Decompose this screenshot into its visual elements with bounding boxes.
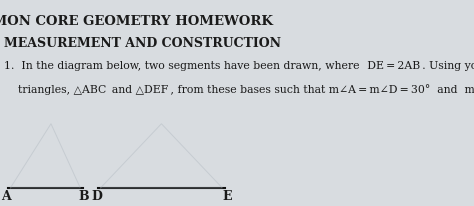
Text: triangles, △ABC  and △DEF , from these bases such that m∠A = m∠D = 30°  and  m∠B: triangles, △ABC and △DEF , from these ba… xyxy=(4,84,474,95)
Text: E: E xyxy=(222,190,231,203)
Text: B: B xyxy=(78,190,89,203)
Text: A: A xyxy=(1,190,11,203)
Text: D: D xyxy=(92,190,102,203)
Text: MEASUREMENT AND CONSTRUCTION: MEASUREMENT AND CONSTRUCTION xyxy=(4,37,281,50)
Text: 1.  In the diagram below, two segments have been drawn, where   DE = 2AB . Using: 1. In the diagram below, two segments ha… xyxy=(4,61,474,71)
Text: COMMON CORE GEOMETRY HOMEWORK: COMMON CORE GEOMETRY HOMEWORK xyxy=(0,15,273,28)
